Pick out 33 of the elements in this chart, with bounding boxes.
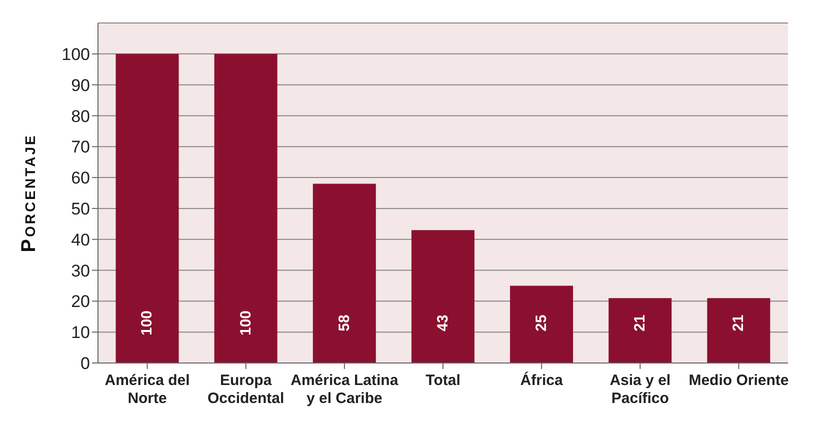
y-tick-label: 70 [71, 138, 90, 157]
y-tick-label: 0 [80, 354, 90, 374]
bar [707, 298, 770, 363]
x-tick-label: América Latina y el Caribe [290, 372, 399, 407]
data-label: 21 [730, 314, 748, 332]
y-tick-label: 40 [71, 230, 90, 250]
x-tick-label: Medio Oriente [688, 372, 789, 389]
bar [510, 286, 574, 363]
y-tick-label: 20 [71, 292, 90, 312]
bar [411, 230, 474, 363]
y-tick-label: 30 [71, 261, 90, 280]
y-tick-label: 60 [71, 168, 90, 188]
data-label: 25 [533, 314, 550, 332]
bar [214, 54, 278, 363]
data-label: 58 [336, 314, 353, 332]
data-label: 21 [632, 314, 649, 332]
data-label: 43 [434, 314, 452, 332]
bar [312, 184, 376, 363]
x-tick-label: Asia y el Pacífico [610, 372, 671, 407]
y-axis-title: Porcentaje [18, 134, 40, 252]
data-label: 100 [138, 310, 156, 336]
y-tick-label: 10 [71, 323, 90, 342]
y-tick-label: 80 [71, 106, 90, 126]
x-tick-label: América del Norte [104, 372, 190, 407]
x-tick-label: Europa Occidental [208, 372, 284, 407]
y-tick-label: 50 [71, 199, 90, 218]
bar [608, 298, 672, 363]
y-tick-label: 90 [71, 76, 90, 95]
data-label: 100 [237, 310, 254, 336]
x-tick-label: Total [426, 372, 460, 389]
bar [116, 54, 179, 363]
y-tick-label: 100 [62, 44, 90, 64]
x-tick-label: África [520, 371, 564, 389]
